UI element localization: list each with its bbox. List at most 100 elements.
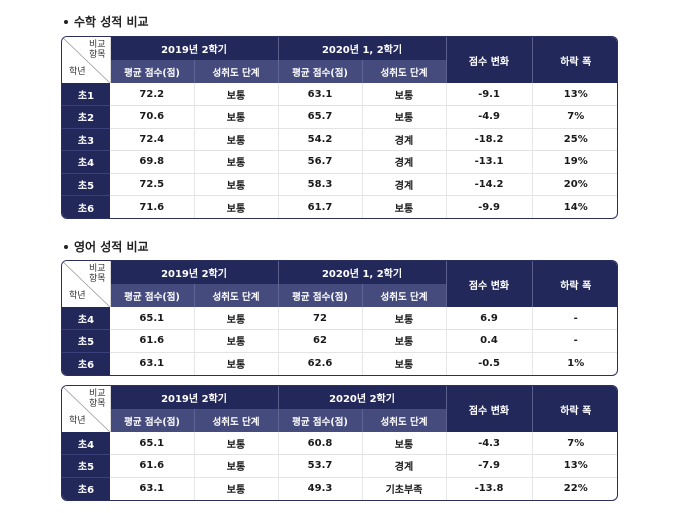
change-cell: -4.9 [446,105,533,129]
corner-top-label: 비교 항목 [88,389,106,409]
change-cell: -9.9 [446,195,533,218]
score-cell: 49.3 [278,477,363,500]
math-section-title-text: 수학 성적 비교 [74,15,149,29]
avg-score-header: 평균 점수(점) [278,60,363,83]
english-section-title: 영어 성적 비교 [64,238,149,255]
grade-cell: 초5 [62,173,110,196]
score-cell: 72.5 [110,173,195,196]
level-cell: 보통 [362,329,447,353]
level-cell: 보통 [362,195,447,218]
change-cell: -0.5 [446,352,533,375]
level-cell: 기초부족 [362,477,447,500]
table-row: 초6 63.1 보통 62.6 보통 -0.5 1% [62,352,617,375]
score-cell: 63.1 [278,83,363,106]
drop-rate-header: 하락 폭 [531,37,617,83]
grade-cell: 초5 [62,454,110,478]
level-cell: 보통 [194,105,279,129]
drop-cell: 7% [532,105,617,129]
english-comparison-table-1: 비교 항목 학년 2019년 2학기 2020년 1, 2학기 점수 변화 하락 폭 평균 … [61,260,618,376]
grade-cell: 초6 [62,477,110,500]
change-cell: -4.3 [446,432,533,455]
level-header: 성취도 단계 [194,409,279,432]
change-cell: -13.1 [446,150,533,174]
score-cell: 62.6 [278,352,363,375]
table-row: 초4 65.1 보통 72 보통 6.9- [62,307,617,330]
table-row: 초5 61.6 보통 53.7 경계 -7.9 13% [62,454,617,478]
drop-cell: 22% [563,483,588,494]
level-cell: 보통 [362,307,447,330]
level-cell: 보통 [194,352,279,375]
avg-score-header: 평균 점수(점) [110,409,195,432]
period2-header: 2020년 2학기 [278,386,447,409]
level-cell: 보통 [194,128,279,151]
drop-cell: 7% [532,432,617,455]
level-cell: 보통 [362,352,447,375]
score-change-header: 점수 변화 [445,37,532,83]
score-cell: 72 [278,307,363,330]
drop-cell: 13% [532,454,617,478]
level-cell: 보통 [362,83,447,106]
level-cell: 보통 [362,105,447,129]
grade-cell: 초5 [62,329,110,353]
change-cell: 6.9 [446,307,533,330]
table-row: 초3 72.4 보통 54.2 경계 -18.2 25% [62,128,617,151]
avg-score-header: 평균 점수(점) [110,60,195,83]
level-cell: 보통 [194,150,279,174]
level-header: 성취도 단계 [362,284,447,307]
drop-cell: 20% [532,173,617,196]
table-row: 초5 61.6 보통 62 보통 0.4- [62,329,617,353]
score-cell: 71.6 [110,195,195,218]
table-row: 초6 71.6 보통 61.7 보통 -9.9 14% [62,195,617,218]
header-corner-cell: 비교 항목 학년 [62,37,111,83]
grade-cell: 초6 [62,352,110,375]
avg-score-header: 평균 점수(점) [110,284,195,307]
english-section-title-text: 영어 성적 비교 [74,240,149,254]
diagonal-divider [62,386,110,432]
score-cell: 61.6 [110,329,195,353]
drop-rate-header: 하락 폭 [531,261,617,307]
change-cell: -13.8 [446,477,533,500]
level-cell: 보통 [194,454,279,478]
table-row: 초2 70.6 보통 65.7 보통 -4.9 7% [62,105,617,129]
change-cell: -14.2 [446,173,533,196]
score-cell: 62 [278,329,363,353]
level-cell: 보통 [194,432,279,455]
level-cell: 경계 [362,173,447,196]
table-row: 초1 72.2 보통 63.1 보통 -9.1 13% [62,83,617,106]
period2-header: 2020년 1, 2학기 [278,37,447,60]
level-header: 성취도 단계 [362,409,447,432]
level-cell: 보통 [194,329,279,353]
corner-top-label: 비교 항목 [88,40,106,60]
score-cell: 60.8 [278,432,363,455]
diagonal-divider [62,37,110,83]
drop-cell: - [532,329,617,353]
period1-header: 2019년 2학기 [110,261,279,284]
math-comparison-table: 비교 항목 학년 2019년 2학기 2020년 1, 2학기 점수 변화 하락 폭 평균 … [61,36,618,219]
corner-top-label: 비교 항목 [88,264,106,284]
level-cell: 보통 [194,477,279,500]
score-cell: 56.7 [278,150,363,174]
bullet-icon [64,19,68,24]
drop-cell: 1% [567,358,585,369]
level-header: 성취도 단계 [194,60,279,83]
table-row: 초5 72.5 보통 58.3 경계 -14.2 20% [62,173,617,196]
corner-bottom-label: 학년 [69,291,86,301]
math-section-title: 수학 성적 비교 [64,13,149,30]
drop-rate-header: 하락 폭 [531,386,617,432]
score-cell: 65.1 [110,432,195,455]
score-cell: 69.8 [110,150,195,174]
corner-bottom-label: 학년 [69,67,86,77]
grade-cell: 초6 [62,195,110,218]
header-corner-cell: 비교 항목 학년 [62,386,111,432]
period1-header: 2019년 2학기 [110,386,279,409]
score-cell: 63.1 [110,477,195,500]
level-cell: 보통 [194,307,279,330]
grade-cell: 초4 [62,150,110,174]
score-cell: 72.4 [110,128,195,151]
table-row: 초4 69.8 보통 56.7 경계 -13.1 19% [62,150,617,174]
drop-cell: 13% [532,83,617,106]
period2-header: 2020년 1, 2학기 [278,261,447,284]
score-cell: 65.1 [110,307,195,330]
drop-cell: - [532,307,617,330]
bullet-icon [64,244,68,249]
